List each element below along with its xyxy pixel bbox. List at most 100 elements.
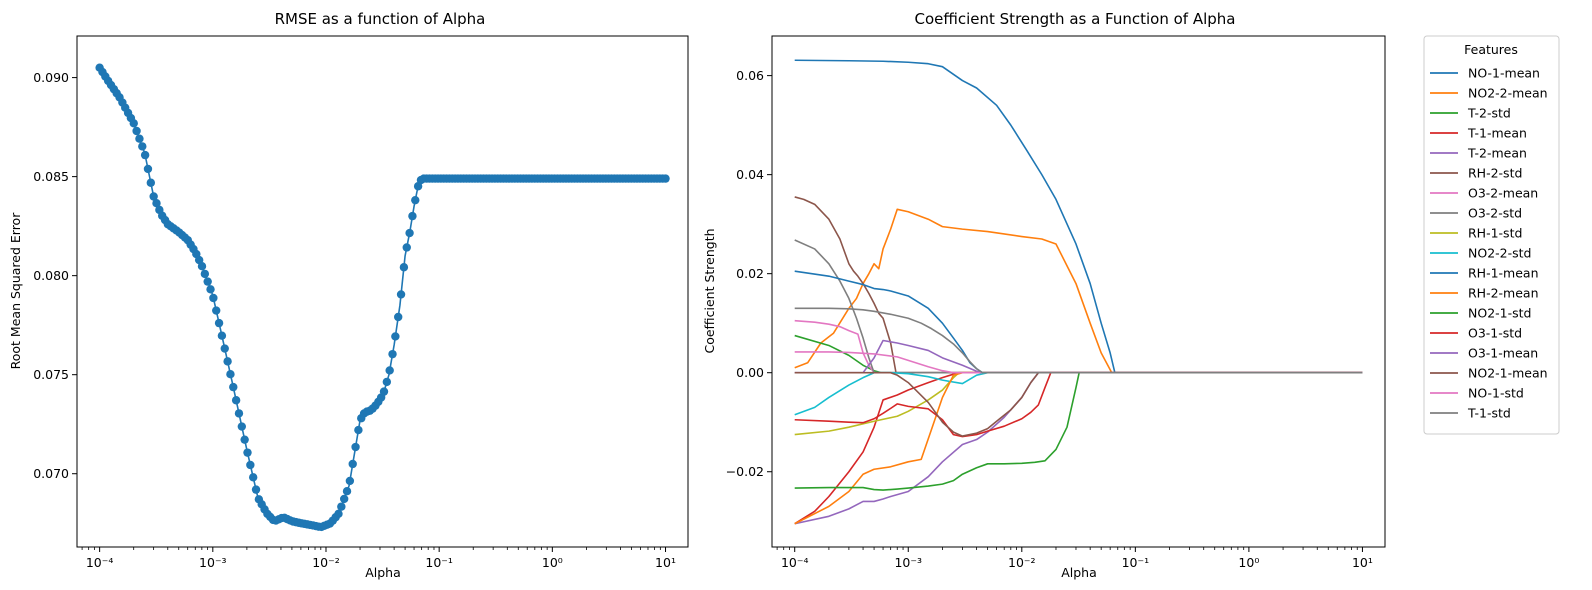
- series-line-o3-1-std: [794, 371, 1363, 438]
- legend-label: RH-1-std: [1468, 226, 1522, 241]
- data-point: [379, 387, 389, 396]
- data-point: [337, 502, 346, 511]
- data-point: [140, 150, 150, 160]
- data-point: [203, 277, 212, 286]
- chart-title: RMSE as a function of Alpha: [275, 10, 486, 28]
- data-point: [217, 331, 227, 340]
- legend-label: NO-1-mean: [1468, 66, 1540, 81]
- chart-title: Coefficient Strength as a Function of Al…: [914, 10, 1235, 28]
- y-tick-label: 0.090: [33, 70, 69, 85]
- data-point: [129, 119, 138, 128]
- series-line-o3-1-mean: [794, 339, 1363, 374]
- y-tick-label: 0.02: [736, 266, 764, 281]
- data-point: [408, 211, 417, 221]
- x-tick-label: 10⁰: [542, 555, 563, 570]
- series-line-no-1-std: [794, 351, 1363, 374]
- data-point: [206, 285, 215, 294]
- series-line-o3-2-mean: [794, 319, 1363, 374]
- data-point: [661, 174, 670, 183]
- legend-label: RH-2-mean: [1468, 286, 1539, 301]
- legend-box: [1423, 35, 1560, 435]
- axes-frame: [771, 35, 1386, 548]
- y-tick-label: 0.00: [736, 365, 764, 380]
- y-tick-label: 0.075: [33, 367, 69, 382]
- series-line-rh-1-std: [794, 371, 1363, 436]
- y-tick-label: 0.06: [736, 68, 764, 83]
- data-point: [146, 178, 156, 187]
- data-point: [138, 142, 147, 151]
- legend-label: RH-1-mean: [1468, 266, 1539, 281]
- legend-label: NO2-2-mean: [1468, 86, 1548, 101]
- data-point: [212, 306, 221, 315]
- data-point: [391, 332, 400, 341]
- data-point: [394, 312, 403, 322]
- data-point: [229, 382, 238, 392]
- series-line-t-2-mean: [794, 371, 1363, 525]
- legend-label: O3-1-std: [1468, 326, 1522, 341]
- legend-label: T-2-std: [1467, 106, 1511, 121]
- legend-label: NO-1-std: [1468, 386, 1524, 401]
- y-tick-label: 0.085: [33, 169, 69, 184]
- series-line-rh-1-mean: [794, 270, 1363, 374]
- data-point: [214, 318, 224, 328]
- data-point: [348, 459, 357, 469]
- legend-label: O3-1-mean: [1468, 346, 1538, 361]
- ticks: 10⁻⁴ 10⁻³ 10⁻² 10⁻¹ 10⁰ 10¹ 0.070 0.075 0.080 0.0…: [33, 70, 676, 570]
- x-axis-label: Alpha: [365, 565, 401, 580]
- series-line-t-1-std: [794, 307, 1363, 374]
- series-line-no2-1-mean: [794, 371, 1363, 437]
- legend-label: RH-2-std: [1468, 166, 1522, 181]
- data-point: [334, 509, 343, 518]
- data-point: [223, 357, 232, 366]
- legend-items: NO-1-mean NO2-2-mean T-2-std T-1-mean T-2-me…: [1430, 66, 1548, 421]
- legend: Features NO-1-mean NO2-2-mean T-2-std T-1-m…: [1423, 35, 1560, 435]
- axes-frame: [76, 35, 689, 548]
- data-point: [237, 422, 247, 431]
- series-line: [98, 67, 666, 528]
- plot-area: [794, 59, 1363, 525]
- legend-label: T-2-mean: [1467, 146, 1527, 161]
- data-point: [385, 366, 394, 375]
- x-tick-label: 10⁻¹: [1122, 555, 1150, 570]
- data-point: [197, 261, 207, 271]
- x-tick-label: 10⁻⁴: [86, 555, 114, 570]
- data-point: [405, 228, 414, 238]
- series-line-t-1-mean: [794, 371, 1363, 525]
- legend-label: NO2-1-mean: [1468, 366, 1548, 381]
- rmse-chart: RMSE as a function of Alpha Alpha Root M…: [8, 10, 689, 580]
- y-tick-label: 0.04: [736, 167, 764, 182]
- x-tick-label: 10⁰: [1238, 555, 1259, 570]
- data-point: [388, 349, 397, 359]
- x-tick-label: 10⁻²: [1008, 555, 1036, 570]
- x-tick-label: 10⁻³: [894, 555, 922, 570]
- data-point: [152, 198, 161, 208]
- ticks: 10⁻⁴ 10⁻³ 10⁻² 10⁻¹ 10⁰ 10¹ −0.02 0.00 0.02 0.04 0…: [726, 68, 1373, 570]
- data-point: [132, 126, 141, 136]
- y-axis-label: Coefficient Strength: [702, 228, 717, 353]
- legend-label: T-1-std: [1467, 406, 1511, 421]
- data-point: [209, 293, 218, 303]
- y-tick-label: −0.02: [726, 464, 764, 479]
- series-line-no2-2-mean: [794, 208, 1363, 374]
- data-point: [143, 164, 153, 174]
- data-point: [345, 476, 355, 486]
- legend-label: O3-2-std: [1468, 206, 1522, 221]
- legend-label: NO2-2-std: [1468, 246, 1531, 261]
- plot-area: [95, 63, 670, 532]
- x-tick-label: 10⁻⁴: [781, 555, 809, 570]
- y-tick-label: 0.070: [33, 466, 69, 481]
- data-point: [231, 396, 241, 405]
- y-axis-label: Root Mean Squared Error: [8, 212, 23, 370]
- x-tick-label: 10⁻¹: [425, 555, 453, 570]
- series-line-no2-2-std: [794, 371, 1363, 416]
- x-tick-label: 10¹: [1352, 555, 1373, 570]
- data-point: [220, 344, 229, 353]
- data-point: [382, 377, 392, 387]
- x-axis-label: Alpha: [1061, 565, 1097, 580]
- coefficient-chart: Coefficient Strength as a Function of Al…: [702, 10, 1386, 580]
- data-point: [243, 448, 252, 457]
- series-line-rh-2-std: [794, 196, 1363, 374]
- data-point: [342, 486, 352, 496]
- legend-label: NO2-1-std: [1468, 306, 1531, 321]
